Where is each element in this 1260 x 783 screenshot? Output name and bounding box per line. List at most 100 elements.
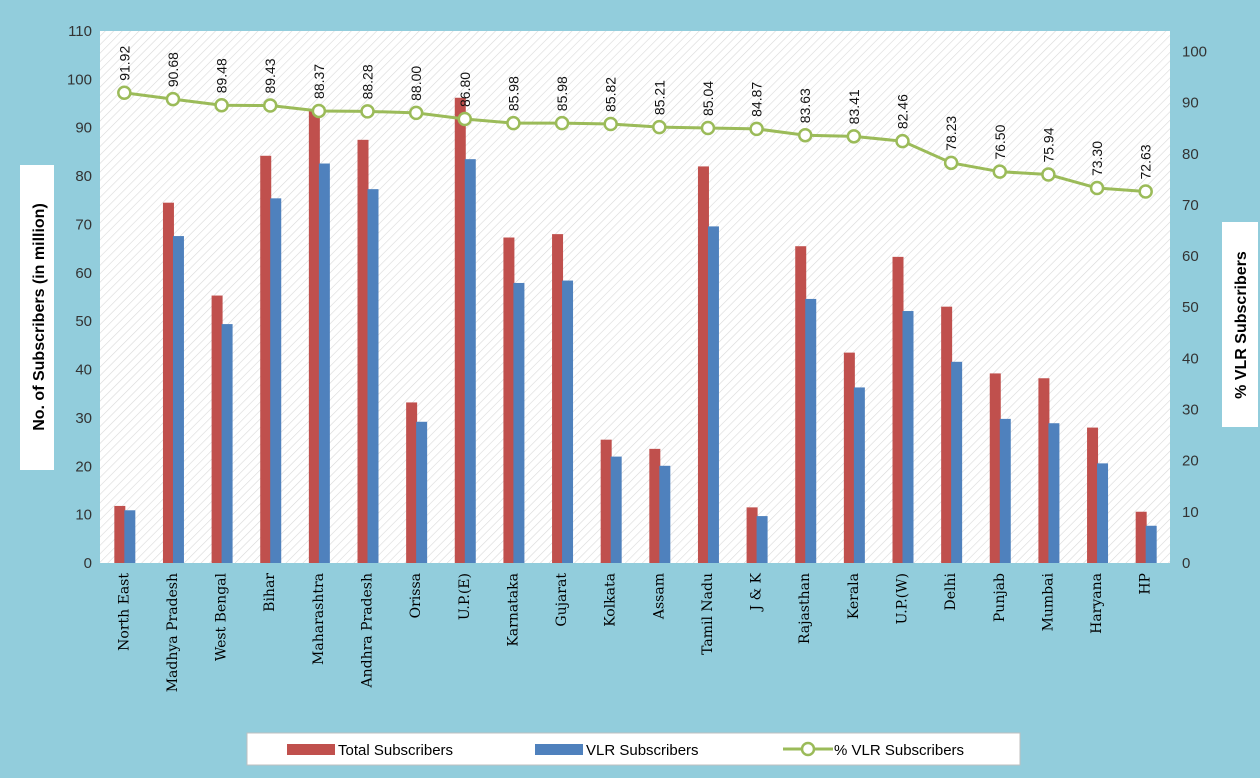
data-label: 83.63 — [797, 88, 813, 123]
category-label: Kolkata — [603, 573, 619, 627]
bar-vlr — [610, 456, 622, 563]
pct-vlr-point — [457, 111, 473, 127]
data-label: 73.30 — [1089, 141, 1105, 176]
y-tick-label: 40 — [75, 362, 92, 379]
y2-tick-label: 90 — [1182, 95, 1199, 112]
data-label: 76.50 — [992, 124, 1008, 159]
category-label: West Bengal — [214, 572, 230, 661]
y2-tick-label: 50 — [1182, 299, 1199, 316]
category-label: Gujarat — [554, 573, 570, 627]
pct-vlr-point — [943, 155, 959, 171]
bar-total — [162, 202, 174, 563]
category-label: Assam — [651, 573, 667, 620]
bar-vlr — [221, 324, 233, 563]
data-label: 90.68 — [165, 52, 181, 87]
data-label: 85.98 — [505, 76, 521, 111]
bar-vlr — [416, 421, 428, 563]
bar-total — [1135, 511, 1147, 563]
data-label: 88.00 — [408, 66, 424, 101]
legend-box — [246, 732, 1021, 766]
pct-vlr-point — [360, 104, 375, 119]
legend-label-total: Total Subscribers — [338, 742, 453, 759]
bar-total — [795, 246, 807, 563]
data-label: 75.94 — [1040, 127, 1056, 162]
data-label: 85.04 — [700, 81, 716, 116]
category-label: Delhi — [943, 572, 959, 610]
category-label: North East — [116, 573, 132, 651]
y2-tick-label: 0 — [1182, 555, 1190, 572]
y-tick-label: 100 — [67, 71, 92, 88]
category-label: Madhya Pradesh — [165, 573, 181, 692]
bars-layer — [114, 97, 1157, 564]
bar-total — [746, 507, 758, 563]
y-tick-label: 50 — [75, 313, 92, 330]
data-label: 91.92 — [116, 46, 132, 81]
pct-vlr-point — [603, 116, 618, 132]
bar-total — [697, 166, 709, 563]
bar-vlr — [1145, 525, 1157, 563]
bar-total — [989, 373, 1001, 563]
y-tick-label: 20 — [75, 458, 92, 475]
y2-axis-title: % VLR Subscribers — [1233, 251, 1250, 399]
category-label: Rajasthan — [797, 573, 813, 644]
bar-total — [211, 295, 223, 563]
data-label: 88.37 — [311, 64, 327, 99]
bar-total — [1087, 427, 1099, 563]
bar-vlr — [951, 361, 963, 563]
bar-vlr — [1097, 463, 1109, 563]
bar-total — [843, 352, 855, 563]
y-tick-label: 90 — [75, 120, 92, 137]
category-label: Tamil Nadu — [700, 573, 716, 655]
pct-vlr-point — [652, 119, 667, 135]
category-label: U.P.(E) — [457, 573, 473, 620]
bar-total — [454, 97, 466, 563]
pct-vlr-point — [1138, 184, 1153, 199]
y-tick-label: 70 — [75, 216, 92, 233]
category-label: Andhra Pradesh — [360, 573, 376, 689]
y-axis-title: No. of Subscribers (in million) — [31, 203, 48, 431]
category-label: Orissa — [408, 573, 424, 618]
bar-vlr — [172, 236, 184, 563]
y-axis-title-box — [20, 165, 54, 470]
pct-vlr-point — [311, 103, 327, 119]
category-label: Mumbai — [1040, 572, 1056, 631]
category-label: Bihar — [262, 573, 278, 612]
pct-vlr-point — [506, 115, 521, 131]
legend-swatch-total — [287, 744, 335, 755]
legend-label-vlr: VLR Subscribers — [586, 742, 699, 759]
pct-vlr-point — [117, 85, 132, 101]
pct-vlr-point — [846, 129, 862, 144]
bar-vlr — [902, 311, 914, 563]
y2-tick-label: 40 — [1182, 350, 1199, 367]
bar-vlr — [464, 159, 476, 563]
y2-tick-label: 10 — [1182, 504, 1199, 521]
pct-vlr-point — [749, 121, 764, 137]
bar-vlr — [367, 189, 379, 563]
category-label: J & K — [749, 572, 765, 612]
data-label: 89.48 — [214, 58, 230, 93]
category-label: Kerala — [846, 573, 862, 619]
legend-marker-pct — [800, 741, 816, 757]
pct-vlr-line — [124, 91, 1146, 193]
data-label: 85.98 — [554, 76, 570, 111]
category-label: Haryana — [1089, 573, 1105, 634]
data-label: 83.41 — [846, 89, 862, 124]
bar-vlr — [318, 163, 330, 563]
y-tick-label: 80 — [75, 168, 92, 185]
y2-tick-label: 100 — [1182, 43, 1207, 60]
bar-vlr — [562, 280, 574, 563]
pct-vlr-point — [408, 105, 424, 121]
bar-total — [357, 139, 369, 563]
pct-vlr-point — [554, 115, 570, 131]
category-label: Punjab — [992, 573, 1008, 622]
bar-total — [941, 306, 953, 563]
pct-vlr-point — [214, 98, 229, 113]
y2-tick-label: 20 — [1182, 453, 1199, 470]
pct-vlr-point — [895, 133, 910, 149]
bar-vlr — [270, 198, 282, 563]
line-layer — [117, 85, 1153, 199]
bar-total — [260, 155, 272, 563]
data-label: 72.63 — [1138, 144, 1154, 179]
bar-vlr — [124, 510, 136, 563]
